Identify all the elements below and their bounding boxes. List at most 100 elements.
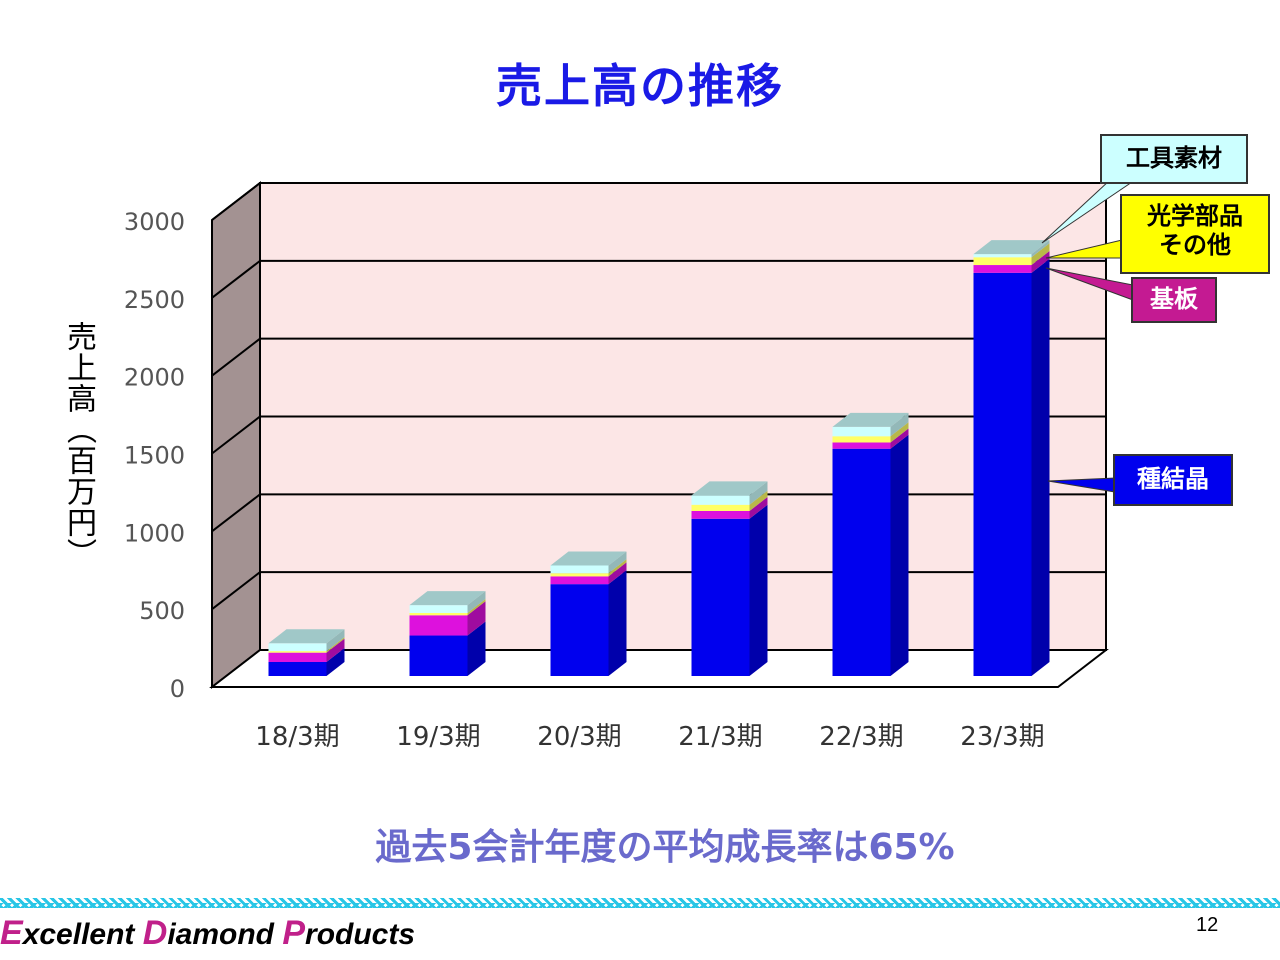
logo-word-diamond: iamond xyxy=(167,918,283,951)
callout-optics-line2: その他 xyxy=(1159,230,1231,259)
decorative-strip-overlay xyxy=(0,903,1280,908)
bar-top-cap xyxy=(409,591,486,606)
gridline xyxy=(211,493,1106,533)
gridline xyxy=(211,415,1106,455)
bar-segment-front xyxy=(691,510,750,519)
bar-segment-side xyxy=(608,559,627,577)
callout-substrate-label: 基板 xyxy=(1150,285,1198,313)
x-tick-label: 21/3期 xyxy=(678,722,762,752)
logo-letter-d: D xyxy=(142,914,168,952)
callout-seed-label: 種結晶 xyxy=(1137,465,1209,493)
bar-segment-side xyxy=(749,490,768,511)
bar-segment-side xyxy=(326,647,345,676)
bar-segment-side xyxy=(467,598,486,616)
slide-title: 売上高の推移 xyxy=(496,59,784,113)
bar-segment-side xyxy=(890,434,909,676)
bar-segment-side xyxy=(890,412,909,437)
bar-segment-front xyxy=(409,605,468,613)
gridlines xyxy=(211,182,1106,610)
bar-segment-front xyxy=(973,254,1032,258)
y-tick-label: 500 xyxy=(139,597,185,625)
bar-segment-side xyxy=(749,504,768,676)
bar-segment-front xyxy=(550,573,609,577)
x-tick-label: 20/3期 xyxy=(537,722,621,752)
gridline xyxy=(211,337,1106,377)
bar-top-cap xyxy=(973,240,1050,255)
bar-segment-front xyxy=(409,615,468,636)
bar-segment-side xyxy=(749,481,768,505)
bar-segment-side xyxy=(890,428,909,449)
bar-segment-side xyxy=(608,570,627,676)
logo-word-excellent: xcellent xyxy=(22,918,143,951)
bar-segment-side xyxy=(326,638,345,662)
x-tick-label: 19/3期 xyxy=(396,722,480,752)
bar-segment-side xyxy=(608,562,627,585)
bar-segment-front xyxy=(268,652,327,662)
bar-segment-front xyxy=(691,495,750,505)
callout-optics: 光学部品 その他 xyxy=(1120,194,1270,274)
y-tick-label: 1500 xyxy=(124,442,185,470)
company-logo: Excellent Diamond Products xyxy=(0,914,415,953)
callout-seed: 種結晶 xyxy=(1113,454,1233,506)
bar-segment-front xyxy=(832,442,891,449)
page-number: 12 xyxy=(1196,914,1219,936)
bar-segment-side xyxy=(326,629,345,652)
y-tick-label: 0 xyxy=(170,675,185,703)
y-tick-label: 3000 xyxy=(124,208,185,236)
bar-segment-front xyxy=(691,518,750,676)
y-axis-title: 売上高（百万円） xyxy=(61,321,96,569)
y-tick-label: 1000 xyxy=(124,519,185,547)
gridline xyxy=(211,182,1106,221)
y-tick-labels: 0 500 1000 1500 2000 2500 3000 xyxy=(124,208,185,703)
bar-segment-front xyxy=(268,661,327,676)
logo-letter-p: P xyxy=(282,914,306,952)
x-tick-label: 23/3期 xyxy=(960,722,1044,752)
gridline xyxy=(211,259,1106,299)
bar-segment-front xyxy=(268,651,327,653)
y-tick-label: 2000 xyxy=(124,364,185,392)
x-tick-label: 18/3期 xyxy=(255,722,339,752)
bar-segment-front xyxy=(832,436,891,443)
bar-top-cap xyxy=(832,412,909,427)
bar-segment-front xyxy=(550,565,609,574)
x-tick-labels: 18/3期 19/3期 20/3期 21/3期 22/3期 23/3期 xyxy=(255,722,1044,752)
bar-top-cap xyxy=(550,551,627,566)
x-tick-label: 22/3期 xyxy=(819,722,903,752)
logo-word-products: roducts xyxy=(305,918,416,951)
plot-background xyxy=(209,180,1109,690)
bar-segment-side xyxy=(608,551,627,574)
callout-tool-label: 工具素材 xyxy=(1126,144,1222,172)
y-tick-label: 2500 xyxy=(124,286,185,314)
bar-segment-front xyxy=(973,272,1032,676)
bar-segment-side xyxy=(467,601,486,636)
bar-segment-front xyxy=(691,504,750,511)
bar-segment-front xyxy=(409,635,468,676)
bar-segment-front xyxy=(832,426,891,437)
bars xyxy=(268,240,1050,676)
callout-optics-line1: 光学部品 xyxy=(1147,202,1243,230)
callout-substrate: 基板 xyxy=(1131,277,1217,323)
bar-segment-side xyxy=(1031,258,1050,676)
bar-segment-side xyxy=(467,621,486,676)
logo-letter-e: E xyxy=(0,914,23,952)
bar-segment-side xyxy=(890,422,909,443)
callout-tool: 工具素材 xyxy=(1100,134,1248,184)
floor xyxy=(209,649,1109,688)
growth-rate-note: 過去5会計年度の平均成長率は65% xyxy=(375,827,955,868)
bar-segment-side xyxy=(1031,251,1050,273)
bar-segment-side xyxy=(749,496,768,519)
gridline xyxy=(211,571,1106,610)
bar-segment-front xyxy=(550,584,609,676)
bar-segment-front xyxy=(550,576,609,585)
bar-top-cap xyxy=(268,629,345,644)
bar-segment-side xyxy=(1031,240,1050,258)
bar-top-cap xyxy=(691,481,768,496)
bar-segment-front xyxy=(268,643,327,652)
bar-segment-front xyxy=(409,612,468,616)
bar-segment-front xyxy=(832,448,891,676)
bar-segment-side xyxy=(326,637,345,653)
bar-segment-front xyxy=(973,257,1032,266)
bar-segment-side xyxy=(467,591,486,613)
bar-segment-side xyxy=(1031,243,1050,266)
